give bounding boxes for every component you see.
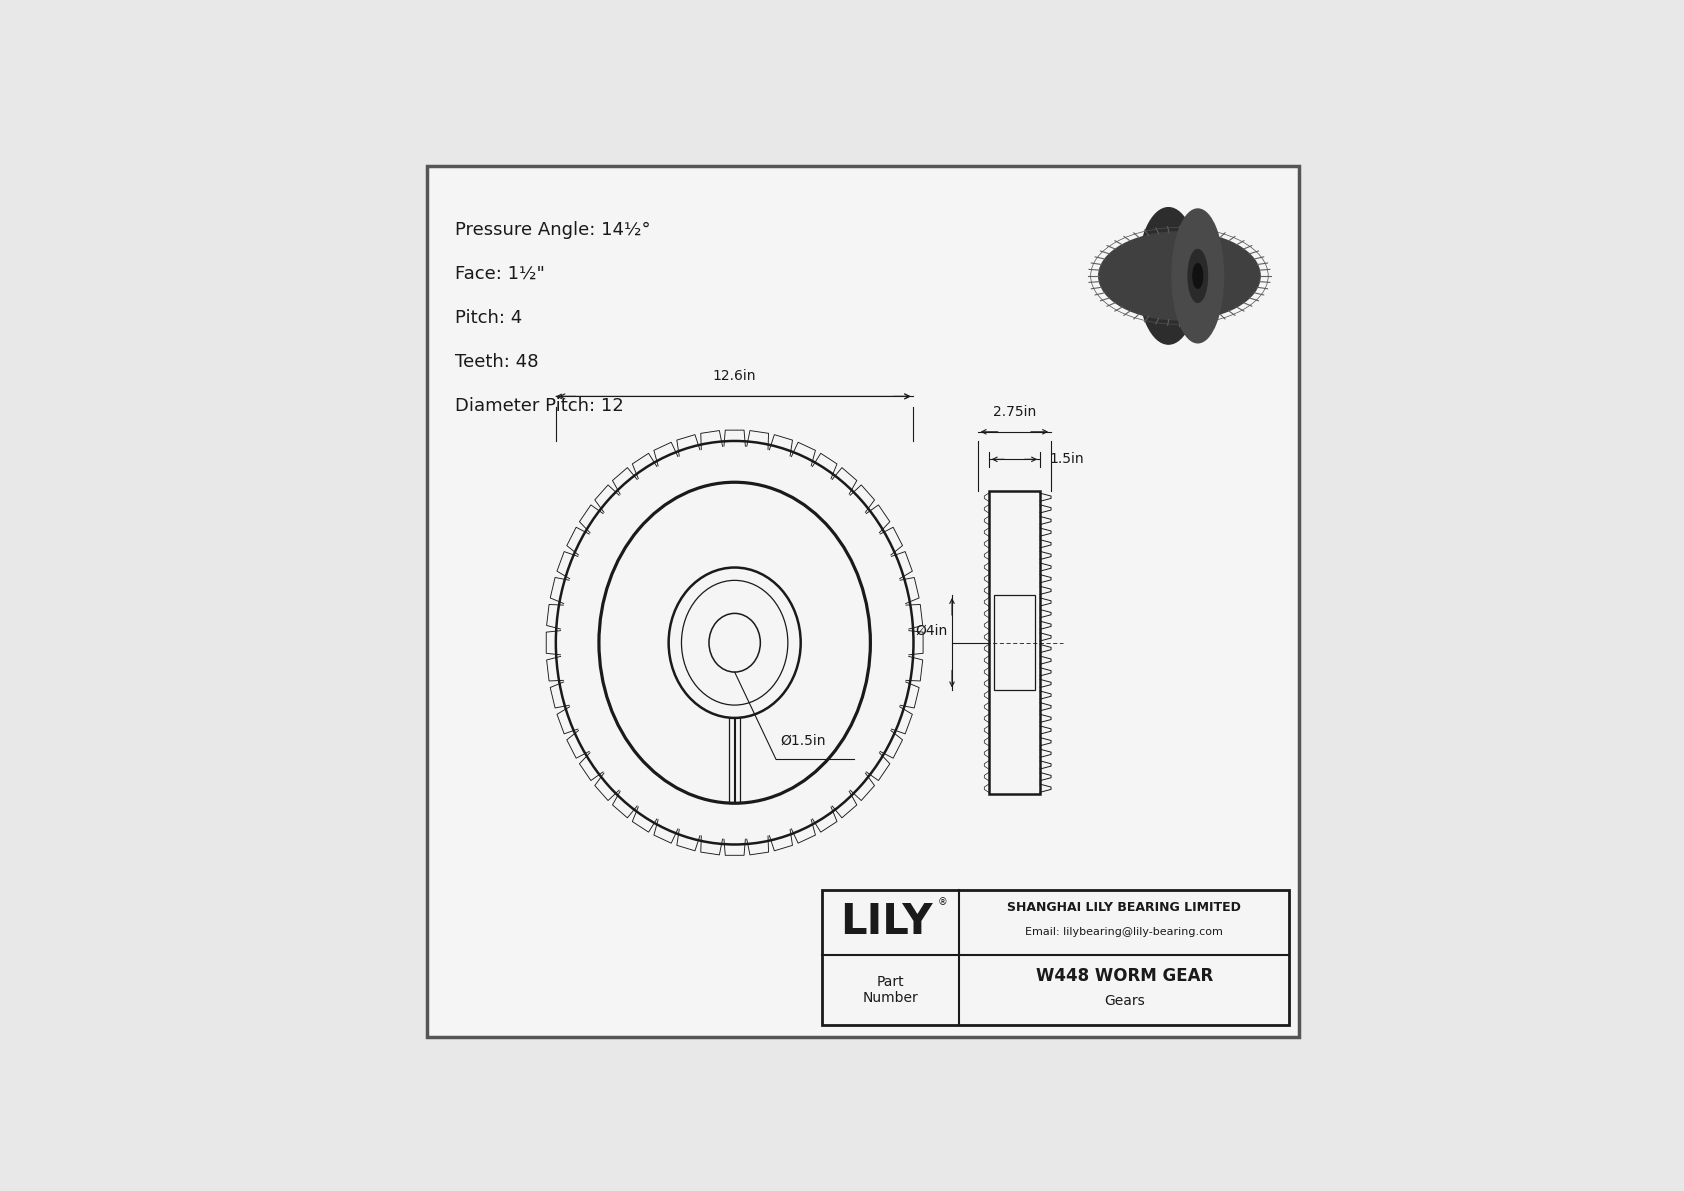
Text: Email: lilybearing@lily-bearing.com: Email: lilybearing@lily-bearing.com (1026, 927, 1223, 936)
Bar (822, 891, 1290, 1025)
Ellipse shape (1189, 249, 1207, 303)
Text: Pressure Angle: 14½°: Pressure Angle: 14½° (455, 220, 650, 239)
Text: 1.5in: 1.5in (1049, 453, 1084, 467)
Ellipse shape (1138, 207, 1199, 344)
Text: SHANGHAI LILY BEARING LIMITED: SHANGHAI LILY BEARING LIMITED (1007, 902, 1241, 915)
Bar (994, 596, 1034, 691)
Text: Ø1.5in: Ø1.5in (780, 734, 827, 748)
Text: 12.6in: 12.6in (712, 369, 756, 382)
Ellipse shape (1172, 208, 1224, 343)
Text: Diameter Pitch: 12: Diameter Pitch: 12 (455, 397, 623, 414)
Text: LILY: LILY (840, 902, 933, 943)
Text: W448 WORM GEAR: W448 WORM GEAR (1036, 967, 1212, 985)
Text: Teeth: 48: Teeth: 48 (455, 353, 539, 370)
Text: ®: ® (938, 897, 948, 908)
Text: 2.75in: 2.75in (994, 405, 1036, 419)
Bar (989, 492, 1041, 794)
Ellipse shape (1192, 263, 1202, 288)
Ellipse shape (1098, 232, 1260, 320)
Text: Pitch: 4: Pitch: 4 (455, 308, 522, 326)
Text: Ø4in: Ø4in (914, 624, 948, 638)
Text: Face: 1½": Face: 1½" (455, 264, 546, 283)
Text: Gears: Gears (1105, 993, 1145, 1008)
Text: Part
Number: Part Number (862, 974, 918, 1005)
